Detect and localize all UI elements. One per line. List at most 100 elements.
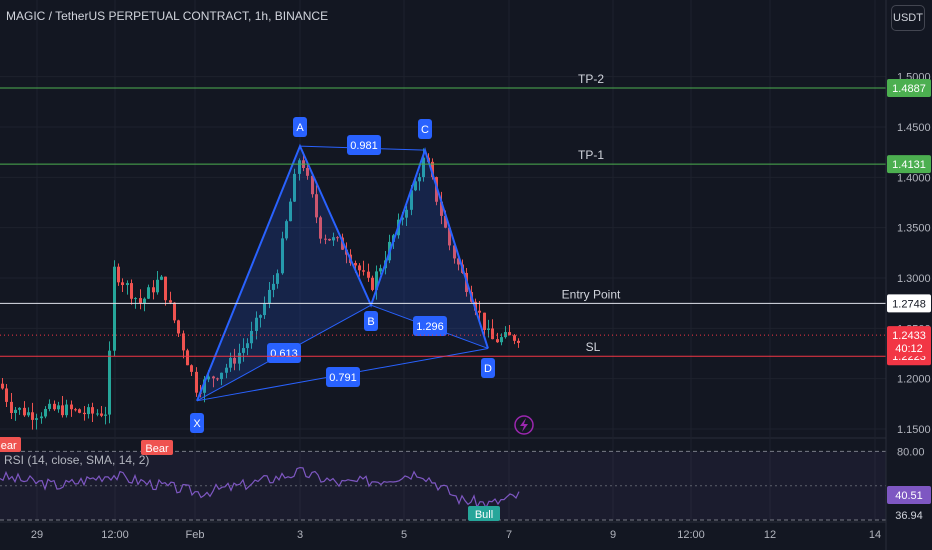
- time-tick: 7: [506, 529, 512, 541]
- candle-body: [268, 289, 271, 304]
- candle-body: [83, 412, 86, 415]
- candle-body: [500, 337, 503, 343]
- candle-body: [104, 414, 107, 416]
- time-axis[interactable]: 29 12:00 Feb 3 5 7 9 12:00 12 14: [31, 529, 881, 541]
- signal-badge: Bear: [145, 443, 169, 455]
- candle-body: [177, 320, 180, 334]
- candle-body: [108, 350, 111, 415]
- candle-body: [207, 376, 210, 380]
- candle-body: [238, 352, 241, 364]
- candle-body: [358, 265, 361, 271]
- candle-body: [422, 157, 425, 178]
- candle-body: [44, 408, 47, 417]
- pattern-point-label: X: [193, 418, 201, 430]
- candle-body: [61, 405, 64, 416]
- candle-body: [117, 266, 120, 283]
- level-label-tp-2: TP-2: [578, 72, 604, 86]
- candle-body: [336, 237, 339, 239]
- pattern-ratio-label-bg: [347, 135, 381, 155]
- candle-body: [293, 173, 296, 202]
- candle-body: [263, 303, 266, 316]
- candle-body: [186, 350, 189, 366]
- candle-body: [14, 409, 17, 414]
- level-badge-bg: [887, 155, 931, 174]
- candle-body: [1, 383, 4, 389]
- pattern-point-label: D: [484, 363, 492, 375]
- candle-body: [410, 190, 413, 210]
- time-tick: 9: [610, 529, 616, 541]
- candle-body: [259, 315, 262, 318]
- candle-body: [130, 283, 133, 299]
- symbol-title[interactable]: MAGIC / TetherUS PERPETUAL CONTRACT, 1h,…: [6, 9, 329, 23]
- candle-body: [272, 283, 275, 290]
- candle-body: [517, 340, 520, 343]
- time-tick: 3: [297, 529, 303, 541]
- level-badge: 1.4131: [892, 159, 926, 171]
- pattern-ratio-label: 1.296: [416, 321, 444, 333]
- pattern-point-label-bg: [190, 413, 204, 433]
- candle-body: [418, 177, 421, 182]
- pattern-point-label-bg: [293, 117, 307, 137]
- candle-body: [375, 271, 378, 290]
- harmonic-pattern[interactable]: X A B C D 0.981 0.613 1.296 0.791: [190, 117, 495, 433]
- candle-body: [203, 379, 206, 393]
- candle-body: [513, 335, 516, 341]
- time-tick: 12:00: [677, 529, 705, 541]
- rsi-legend[interactable]: RSI (14, close, SMA, 14, 2): [4, 453, 150, 467]
- rsi-current-badge-bg: [887, 486, 931, 504]
- candle-body: [319, 217, 322, 239]
- pattern-point-label: A: [296, 122, 304, 134]
- candle-body: [139, 298, 142, 304]
- candle-body: [246, 343, 249, 349]
- candle-body: [100, 413, 103, 416]
- level-label-tp-1: TP-1: [578, 148, 604, 162]
- pattern-ratio-label-bg: [326, 367, 360, 387]
- candle-body: [444, 215, 447, 228]
- candle-body: [414, 181, 417, 191]
- lightning-icon-glyph: [520, 418, 528, 432]
- candle-body: [5, 388, 8, 402]
- rsi-low-badge: 36.94: [895, 510, 923, 522]
- candle-body: [173, 302, 176, 321]
- candle-body: [285, 221, 288, 239]
- candle-body: [156, 279, 159, 293]
- last-price-badge-bg: [887, 326, 931, 357]
- candle-body: [324, 238, 327, 240]
- candle-body: [250, 330, 253, 344]
- candle-body: [27, 412, 30, 416]
- signal-badge: Bear: [0, 440, 17, 452]
- pattern-triangle-bcd: [371, 150, 488, 349]
- candle-body: [113, 266, 116, 351]
- candle-body: [10, 401, 13, 414]
- candle-body: [53, 403, 56, 410]
- grid: [0, 0, 932, 523]
- currency-button[interactable]: USDT: [891, 5, 925, 31]
- rsi-line: [0, 466, 520, 509]
- price-axis[interactable]: 1.50001.45001.40001.35001.30001.25001.20…: [885, 0, 932, 550]
- level-label-sl: SL: [586, 340, 601, 354]
- candle-body: [431, 161, 434, 178]
- pattern-ratio-label-bg: [413, 316, 447, 336]
- candle-body: [216, 378, 219, 380]
- price-tick: 1.4500: [897, 122, 931, 134]
- candle-body: [190, 365, 193, 372]
- rsi-pane: [0, 450, 886, 521]
- candle-body: [504, 332, 507, 338]
- price-tick: 1.4000: [897, 172, 931, 184]
- candle-body: [496, 339, 499, 343]
- candle-body: [147, 287, 150, 299]
- candle-body: [487, 328, 490, 330]
- rsi-current-badge: 40.51: [895, 490, 923, 502]
- level-badge: 1.2748: [892, 298, 926, 310]
- rsi-tick-upper: 80.00: [897, 446, 925, 458]
- time-tick: 5: [401, 529, 407, 541]
- candle-body: [457, 258, 460, 265]
- lightning-icon: [514, 415, 534, 435]
- signal-badge-bg: [141, 440, 173, 455]
- price-levels[interactable]: TP-2 TP-1 Entry Point SL: [0, 72, 886, 357]
- pattern-point-label: C: [421, 124, 429, 136]
- candle-body: [276, 273, 279, 284]
- candle-body: [306, 168, 309, 176]
- price-tick: 1.3000: [897, 273, 931, 285]
